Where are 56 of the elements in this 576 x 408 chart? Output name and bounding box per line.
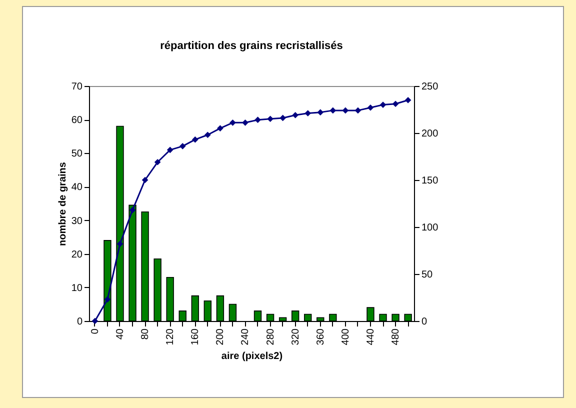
point <box>354 107 362 114</box>
point <box>304 110 312 116</box>
y-tick-label: 50 <box>71 148 83 160</box>
point <box>267 116 274 122</box>
x-tick-label: 0 <box>90 328 101 334</box>
point <box>280 114 286 122</box>
y-tick-label: 60 <box>71 115 83 126</box>
point <box>342 107 349 114</box>
x-tick-label: 280 <box>265 328 276 346</box>
y2-tick-label: 50 <box>422 270 434 280</box>
point <box>104 296 111 303</box>
x-tick-label: 480 <box>390 328 402 346</box>
y-tick-label: 10 <box>71 282 83 294</box>
point <box>142 176 148 184</box>
x-tick-label: 320 <box>290 328 302 346</box>
y-tick-label: 30 <box>71 216 83 227</box>
point <box>242 120 248 126</box>
x-tick-label: 440 <box>365 328 376 346</box>
point <box>367 104 374 111</box>
chart-title: répartition des grains recristallisés <box>160 40 343 52</box>
x-tick-label: 400 <box>340 328 352 346</box>
point <box>404 96 412 104</box>
point <box>317 109 324 116</box>
point <box>254 116 261 123</box>
y2-tick-label: 250 <box>422 82 439 92</box>
x-tick-label: 40 <box>114 328 126 340</box>
point <box>204 132 211 138</box>
point <box>192 136 198 143</box>
x-tick-label: 160 <box>190 328 202 346</box>
y2-tick-label: 150 <box>422 176 439 186</box>
y2-tick-label: 0 <box>422 316 428 328</box>
x-axis-title: aire (pixels2) <box>221 351 283 362</box>
x-tick-label: 80 <box>140 328 152 340</box>
y-tick-label: 20 <box>71 249 83 260</box>
x-tick-label: 200 <box>215 328 226 346</box>
y-axis-title: nombre de grains <box>57 162 68 246</box>
point <box>380 102 386 108</box>
x-tick-label: 120 <box>165 328 176 346</box>
point <box>217 125 224 132</box>
y2-tick-label: 100 <box>422 222 439 234</box>
point <box>179 143 186 150</box>
point <box>154 158 161 166</box>
point <box>330 107 336 114</box>
point <box>392 100 399 108</box>
x-tick-label: 240 <box>240 328 252 346</box>
point <box>292 112 298 118</box>
point <box>230 120 236 126</box>
point <box>166 146 174 154</box>
y-tick-label: 40 <box>71 182 83 194</box>
point <box>129 206 136 214</box>
y-tick-label: 70 <box>71 82 83 92</box>
point <box>92 318 98 324</box>
y2-tick-label: 200 <box>422 128 439 140</box>
y-tick-label: 0 <box>76 316 83 328</box>
x-tick-label: 360 <box>315 328 326 346</box>
point <box>116 240 124 248</box>
